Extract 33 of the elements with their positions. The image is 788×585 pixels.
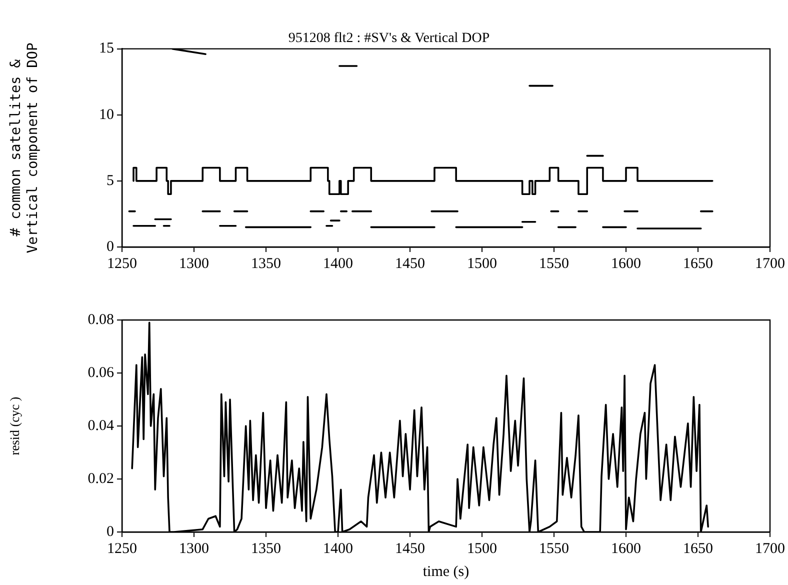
x-tick-label: 1700 <box>755 256 785 272</box>
x-tick-label: 1300 <box>179 256 209 272</box>
y-tick-label: 15 <box>99 40 114 57</box>
x-tick-label: 1450 <box>395 540 425 557</box>
x-tick-label: 1450 <box>395 256 425 272</box>
x-tick-label: 1500 <box>467 540 497 557</box>
x-tick-label: 1250 <box>107 256 137 272</box>
x-tick-label: 1650 <box>683 540 713 557</box>
x-axis-title: time (s) <box>422 564 470 580</box>
y-axis-title: resid (cyc ) <box>7 396 22 456</box>
x-tick-label: 1400 <box>323 540 353 557</box>
y-axis-title: # common satellites & Vertical component of DOP <box>8 42 41 254</box>
x-tick-label: 1650 <box>683 256 713 272</box>
y-tick-label: 0.02 <box>88 470 114 487</box>
x-tick-label: 1600 <box>611 256 641 272</box>
chart-title: 951208 flt2 : #SV's & Vertical DOP <box>288 31 490 46</box>
x-tick-label: 1250 <box>107 540 137 557</box>
y-tick-label: 0 <box>106 524 114 540</box>
y-tick-label: 5 <box>106 172 114 189</box>
x-tick-label: 1350 <box>251 256 281 272</box>
x-tick-label: 1550 <box>539 256 569 272</box>
x-tick-label: 1400 <box>323 256 353 272</box>
y-tick-label: 10 <box>99 106 114 123</box>
y-tick-label: 0 <box>106 238 114 255</box>
y-tick-label: 0.06 <box>88 364 114 381</box>
x-tick-label: 1500 <box>467 256 497 272</box>
x-tick-label: 1550 <box>539 540 569 557</box>
x-tick-label: 1350 <box>251 540 281 557</box>
x-tick-label: 1700 <box>755 540 785 557</box>
y-tick-label: 0.08 <box>88 312 114 328</box>
x-tick-label: 1600 <box>611 540 641 557</box>
y-tick-label: 0.04 <box>88 418 114 434</box>
x-tick-label: 1300 <box>179 540 209 557</box>
